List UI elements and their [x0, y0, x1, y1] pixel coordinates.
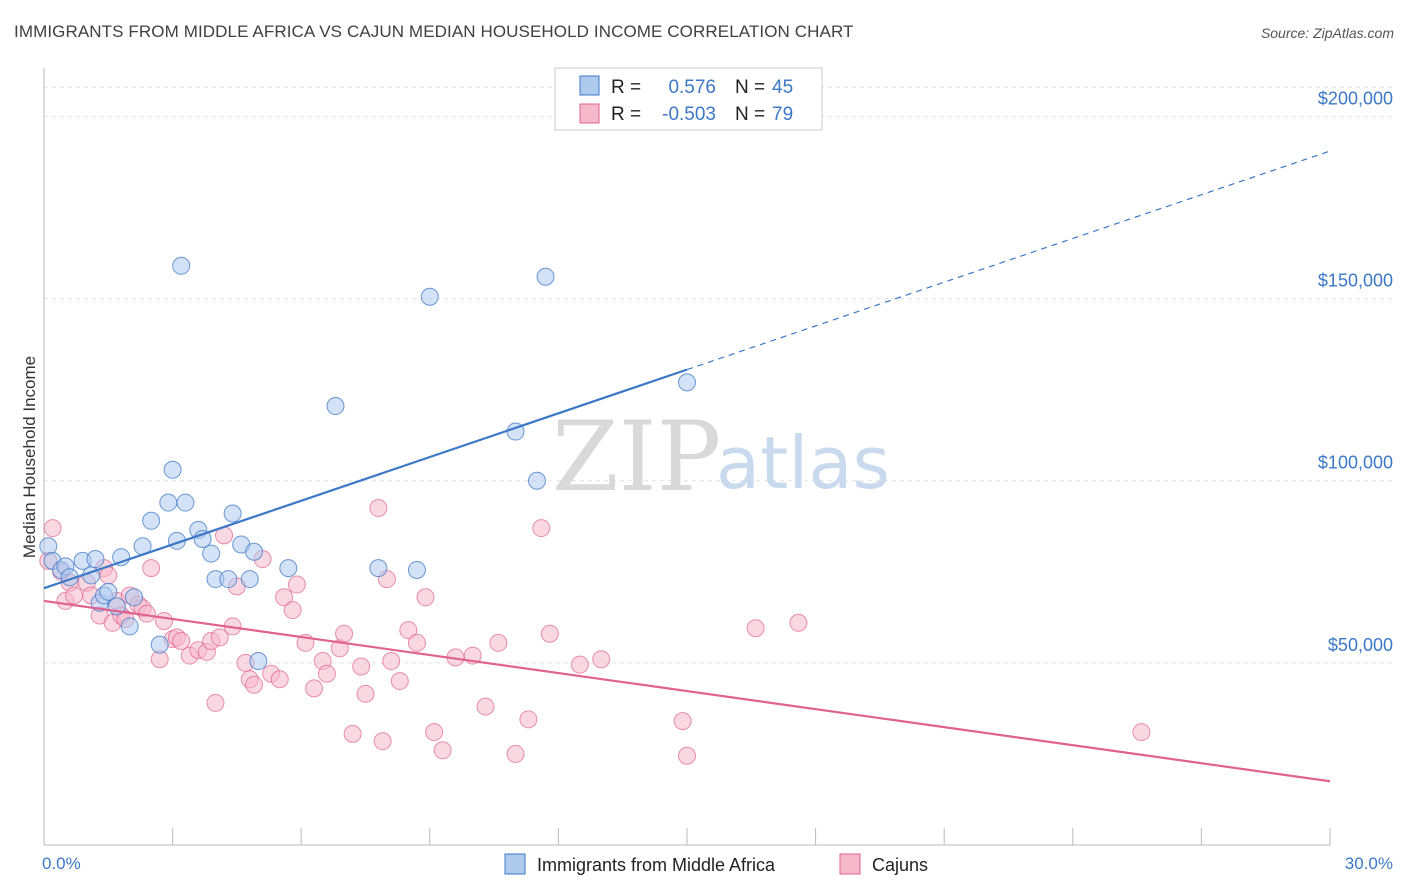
- cajuns-point-51: [356, 684, 375, 703]
- middle-africa-point-7: [86, 550, 105, 569]
- cajuns-trend-line: [43, 599, 1331, 783]
- cajuns-point-72: [673, 712, 692, 731]
- cajuns-point-39: [270, 670, 289, 689]
- cajuns-point-46: [317, 664, 336, 683]
- legend: R = 0.576 N = 45 R = -0.503 N = 79: [554, 67, 823, 131]
- cajuns-point-21: [155, 611, 174, 630]
- cajuns-point-40: [275, 588, 294, 607]
- middle-africa-point-14: [125, 588, 144, 607]
- cajuns-point-67: [519, 710, 538, 729]
- cajuns-point-61: [433, 741, 452, 760]
- cajuns-point-41: [283, 601, 302, 620]
- legend-r-label-1: R =: [611, 77, 641, 98]
- cajuns-point-19: [142, 559, 161, 578]
- cajuns-point-29: [206, 693, 225, 712]
- series-legend-label-pink: Cajuns: [872, 855, 928, 875]
- cajuns-point-56: [390, 672, 409, 691]
- cajuns-point-71: [592, 650, 611, 669]
- cajuns-point-74: [746, 619, 765, 638]
- cajuns-point-48: [335, 624, 354, 643]
- middle-africa-point-30: [240, 570, 259, 589]
- series-legend-swatch-pink: [839, 853, 861, 875]
- series-legend-label-blue: Immigrants from Middle Africa: [537, 855, 776, 875]
- legend-n-label-2: N =: [735, 104, 765, 125]
- cajuns-point-76: [1132, 723, 1151, 742]
- middle-africa-point-21: [172, 256, 191, 275]
- cajuns-point-65: [489, 633, 508, 652]
- cajuns-point-36: [245, 675, 264, 694]
- series-legend-swatch-blue: [504, 853, 526, 875]
- legend-r-value-2: -0.503: [662, 104, 716, 125]
- series-legend: Immigrants from Middle Africa Cajuns: [504, 853, 928, 875]
- watermark: ZIP atlas: [552, 401, 890, 513]
- middle-africa-point-33: [279, 559, 298, 578]
- middle-africa-point-28: [223, 504, 242, 523]
- cajuns-point-68: [532, 519, 551, 538]
- middle-africa-point-13: [120, 617, 139, 636]
- legend-r-value-1: 0.576: [668, 77, 716, 98]
- cajuns-point-50: [352, 657, 371, 676]
- middle-africa-point-32: [249, 652, 268, 671]
- x-tick-label-left: 0.0%: [42, 854, 81, 873]
- middle-africa-point-10: [99, 582, 118, 601]
- chart-title: IMMIGRANTS FROM MIDDLE AFRICA VS CAJUN M…: [14, 22, 854, 41]
- legend-n-value-1: 45: [772, 77, 793, 98]
- cajuns-point-66: [506, 744, 525, 763]
- watermark-atlas: atlas: [716, 421, 890, 505]
- y-tick-label-1: $100,000: [1318, 453, 1393, 473]
- y-axis-label: Median Household Income: [20, 356, 39, 558]
- legend-swatch-blue: [579, 75, 600, 96]
- y-tick-label-0: $50,000: [1328, 635, 1393, 655]
- middle-africa-point-35: [369, 559, 388, 578]
- middle-africa-point-17: [150, 635, 169, 654]
- middle-africa-point-18: [159, 493, 178, 512]
- middle-africa-point-36: [407, 560, 426, 579]
- middle-africa-point-39: [527, 471, 546, 490]
- legend-n-value-2: 79: [772, 104, 793, 125]
- cajuns-point-57: [399, 621, 418, 640]
- y-axis-tick-labels: $50,000 $100,000 $150,000 $200,000: [1318, 88, 1393, 654]
- cajuns-point-59: [416, 588, 435, 607]
- x-tick-label-right: 30.0%: [1345, 854, 1393, 873]
- cajuns-point-69: [540, 624, 559, 643]
- middle-africa-point-31: [245, 542, 264, 561]
- cajuns-point-73: [678, 746, 696, 765]
- trend-lines: [43, 150, 1331, 783]
- cajuns-point-5: [65, 586, 84, 605]
- legend-n-label-1: N =: [735, 77, 765, 98]
- cajuns-point-53: [373, 732, 392, 751]
- cajuns-point-49: [343, 724, 362, 743]
- middle-africa-point-19: [163, 460, 182, 479]
- middle-africa-point-27: [219, 570, 238, 589]
- middle-africa-trend-extension: [686, 150, 1331, 371]
- middle-africa-point-16: [142, 511, 161, 530]
- cajuns-point-70: [570, 655, 589, 674]
- cajuns-point-52: [369, 499, 388, 518]
- cajuns-point-55: [382, 652, 401, 671]
- cajuns-point-58: [407, 633, 426, 652]
- watermark-zip: ZIP: [552, 401, 721, 513]
- cajuns-point-24: [172, 632, 191, 650]
- cajuns-point-64: [476, 697, 495, 716]
- middle-africa-trend-line: [43, 368, 688, 590]
- cajuns-point-1: [43, 519, 62, 538]
- cajuns-point-42: [287, 575, 306, 594]
- legend-swatch-pink: [579, 103, 600, 124]
- x-axis-ticks: [43, 828, 1331, 845]
- y-tick-label-2: $150,000: [1318, 271, 1393, 291]
- y-tick-label-3: $200,000: [1318, 88, 1393, 108]
- middle-africa-point-25: [202, 544, 221, 563]
- cajuns-point-44: [305, 679, 324, 698]
- chart-source: Source: ZipAtlas.com: [1260, 25, 1394, 41]
- middle-africa-point-41: [678, 373, 696, 392]
- legend-r-label-2: R =: [611, 104, 641, 125]
- cajuns-point-75: [789, 613, 808, 632]
- middle-africa-point-22: [176, 493, 195, 512]
- cajuns-point-30: [210, 628, 229, 647]
- middle-africa-point-37: [420, 287, 439, 306]
- cajuns-point-60: [425, 723, 444, 742]
- middle-africa-point-40: [536, 267, 555, 286]
- middle-africa-point-34: [326, 397, 345, 416]
